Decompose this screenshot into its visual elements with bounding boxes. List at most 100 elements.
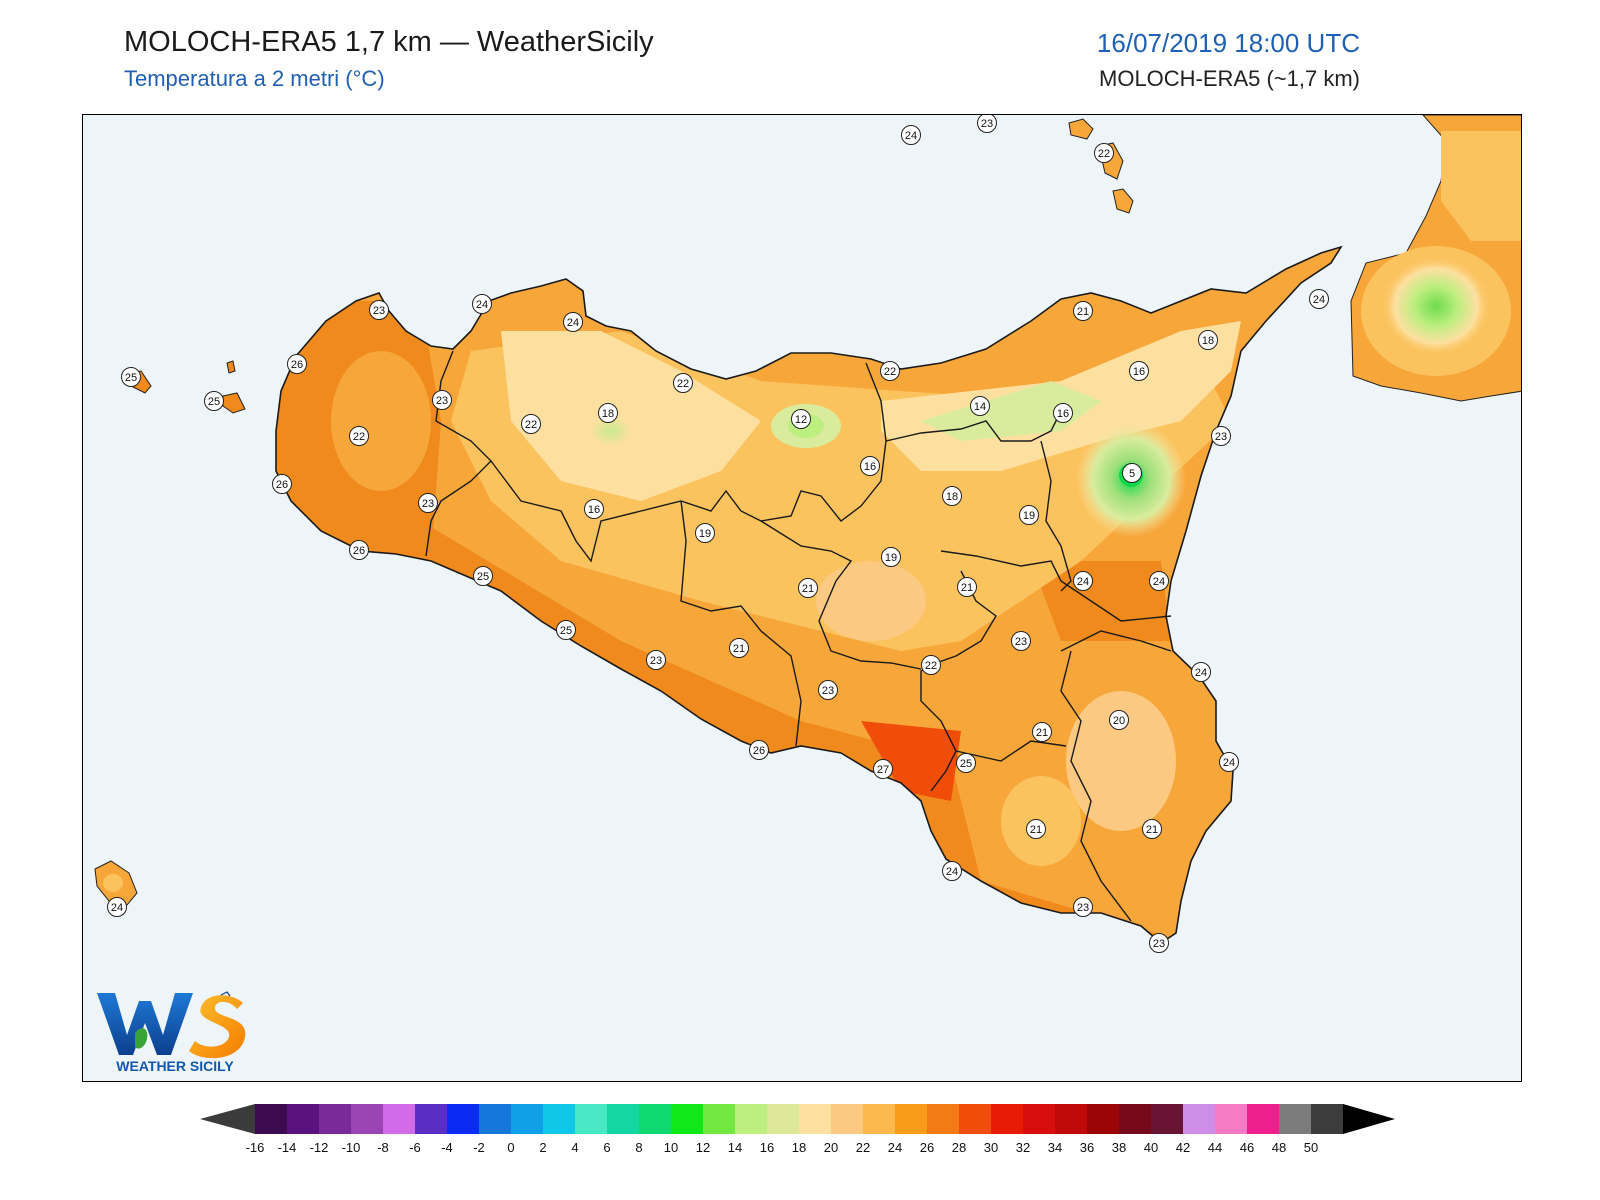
station-circle bbox=[349, 426, 369, 446]
colorbar-swatch bbox=[895, 1104, 928, 1134]
colorbar-swatch bbox=[863, 1104, 896, 1134]
station-circle bbox=[1198, 330, 1218, 350]
station-circle bbox=[1122, 463, 1142, 483]
station-circle bbox=[1211, 426, 1231, 446]
colorbar-tick-label: 48 bbox=[1272, 1140, 1286, 1155]
temperature-map: 24 23 22 24 21 18 16 22 14 16 23 5 16 18 19 24 24 21 23 19 2… bbox=[94, 115, 1521, 953]
station-circle bbox=[1032, 722, 1052, 742]
colorbar-tick-label: 30 bbox=[984, 1140, 998, 1155]
forecast-datetime: 16/07/2019 18:00 UTC bbox=[1096, 28, 1360, 58]
station-circle bbox=[1073, 301, 1093, 321]
colorbar-swatch bbox=[607, 1104, 640, 1134]
station-value: 16 bbox=[1133, 366, 1145, 378]
station-circle bbox=[1191, 662, 1211, 682]
colorbar-tick-label: 22 bbox=[856, 1140, 870, 1155]
station-marker: 23 bbox=[1011, 631, 1031, 651]
colorbar-tick-label: 24 bbox=[888, 1140, 902, 1155]
station-marker: 19 bbox=[695, 523, 715, 543]
station-value: 26 bbox=[353, 545, 365, 557]
station-value: 14 bbox=[974, 401, 986, 413]
map-panel[interactable]: 24 23 22 24 21 18 16 22 14 16 23 5 16 18 19 24 24 21 23 19 2… bbox=[82, 114, 1522, 1082]
colorbar-swatch bbox=[1151, 1104, 1184, 1134]
colorbar-tick-label: 12 bbox=[696, 1140, 710, 1155]
station-circle bbox=[418, 493, 438, 513]
colorbar-swatch bbox=[479, 1104, 512, 1134]
station-marker: 21 bbox=[1073, 301, 1093, 321]
temperature-colorbar: -16 -14 -12 -10 -8 -6 -4 -2 0 2 4 6 8 10 12 14 16 18 20 22 2… bbox=[200, 1104, 1395, 1155]
station-circle bbox=[860, 456, 880, 476]
station-circle bbox=[901, 125, 921, 145]
station-circle bbox=[1026, 819, 1046, 839]
colorbar-swatch bbox=[383, 1104, 416, 1134]
colorbar-swatch bbox=[703, 1104, 736, 1134]
colorbar-tick-label: -8 bbox=[377, 1140, 389, 1155]
station-circle bbox=[873, 759, 893, 779]
colorbar-extend-max bbox=[1343, 1104, 1395, 1134]
colorbar-tick-label: 0 bbox=[507, 1140, 514, 1155]
station-marker: 27 bbox=[873, 759, 893, 779]
station-marker: 21 bbox=[1142, 819, 1162, 839]
colorbar-swatch bbox=[1279, 1104, 1312, 1134]
station-circle bbox=[272, 474, 292, 494]
station-value: 23 bbox=[1153, 938, 1165, 950]
station-marker: 18 bbox=[1198, 330, 1218, 350]
station-value: 12 bbox=[795, 414, 807, 426]
station-value: 19 bbox=[885, 552, 897, 564]
province-borders bbox=[425, 350, 1172, 922]
station-value: 18 bbox=[602, 408, 614, 420]
station-circle bbox=[1129, 361, 1149, 381]
station-circle bbox=[956, 753, 976, 773]
station-circle bbox=[473, 566, 493, 586]
weather-sicily-logo: WEATHER SICILY bbox=[97, 991, 246, 1074]
station-marker: 26 bbox=[749, 740, 769, 760]
station-circle bbox=[1073, 897, 1093, 917]
colorbar-tick-label: -6 bbox=[409, 1140, 421, 1155]
station-value: 23 bbox=[822, 685, 834, 697]
station-marker: 22 bbox=[921, 655, 941, 675]
station-value: 24 bbox=[905, 130, 917, 142]
station-circle bbox=[1149, 933, 1169, 953]
station-marker: 23 bbox=[1149, 933, 1169, 953]
colorbar-tick-label: 18 bbox=[792, 1140, 806, 1155]
station-circle bbox=[942, 486, 962, 506]
sicily-landmass bbox=[275, 246, 1342, 944]
station-marker: 22 bbox=[521, 414, 541, 434]
station-value: 24 bbox=[946, 866, 958, 878]
station-marker: 24 bbox=[1309, 289, 1329, 309]
station-marker: 22 bbox=[673, 373, 693, 393]
colorbar-swatch bbox=[735, 1104, 768, 1134]
station-value: 23 bbox=[1215, 431, 1227, 443]
colorbar-tick-label: 20 bbox=[824, 1140, 838, 1155]
station-circle bbox=[287, 354, 307, 374]
colorbar-tick-label: -14 bbox=[278, 1140, 297, 1155]
station-circle bbox=[970, 396, 990, 416]
station-circle bbox=[977, 115, 997, 133]
station-value: 18 bbox=[946, 491, 958, 503]
colorbar-swatch bbox=[1311, 1104, 1344, 1134]
colorbar-tick-label: 36 bbox=[1080, 1140, 1094, 1155]
station-marker: 23 bbox=[1073, 897, 1093, 917]
station-marker: 22 bbox=[349, 426, 369, 446]
colorbar-tick-label: 40 bbox=[1144, 1140, 1158, 1155]
station-marker: 25 bbox=[473, 566, 493, 586]
station-value: 22 bbox=[353, 431, 365, 443]
station-value: 22 bbox=[1098, 148, 1110, 160]
station-marker: 18 bbox=[942, 486, 962, 506]
station-circle bbox=[791, 409, 811, 429]
station-value: 21 bbox=[733, 643, 745, 655]
station-value: 24 bbox=[111, 902, 123, 914]
colorbar-tick-label: 10 bbox=[664, 1140, 678, 1155]
station-value: 18 bbox=[1202, 335, 1214, 347]
station-value: 25 bbox=[477, 571, 489, 583]
station-value: 21 bbox=[1036, 727, 1048, 739]
colorbar-swatch bbox=[575, 1104, 608, 1134]
station-circle bbox=[695, 523, 715, 543]
station-value: 16 bbox=[864, 461, 876, 473]
station-circle bbox=[818, 680, 838, 700]
calabria-landmass bbox=[1350, 115, 1521, 402]
station-marker: 23 bbox=[432, 390, 452, 410]
colorbar-tick-label: 44 bbox=[1208, 1140, 1222, 1155]
station-marker: 26 bbox=[349, 540, 369, 560]
colorbar-swatch bbox=[287, 1104, 320, 1134]
station-value: 24 bbox=[1153, 576, 1165, 588]
